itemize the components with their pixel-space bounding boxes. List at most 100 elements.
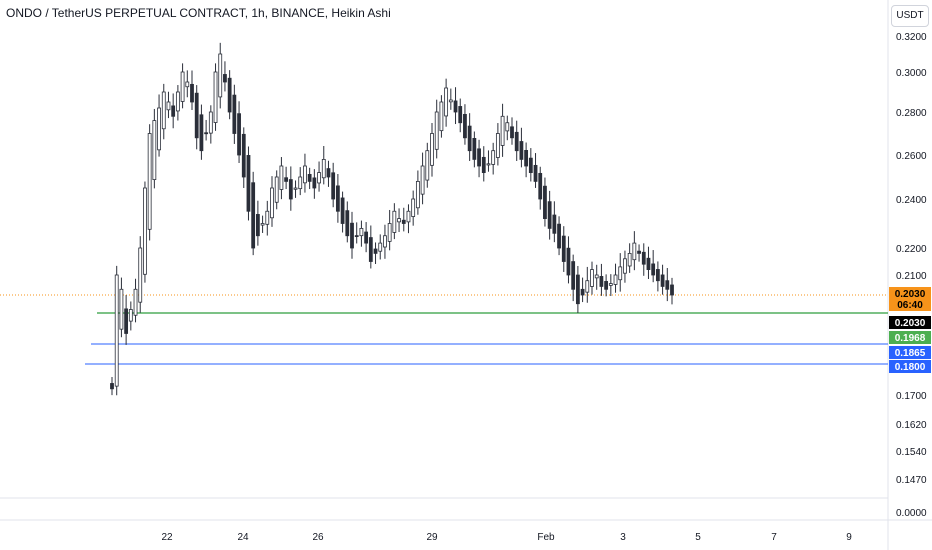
candle-body (411, 198, 416, 217)
candle-body (321, 158, 326, 179)
candle-body (566, 247, 571, 276)
candle-body (641, 251, 646, 265)
candle-body (303, 165, 307, 184)
candle-body (430, 133, 434, 166)
price-badge-green-text: 0.1968 (895, 333, 926, 344)
x-tick-label: 9 (846, 532, 852, 543)
candle-body (335, 185, 340, 212)
candle-body (312, 177, 317, 189)
current-price-badge-text: 0.2030 (895, 289, 926, 300)
candle-body (655, 269, 660, 282)
candle-body (180, 71, 185, 102)
current-price-badge (889, 287, 931, 311)
x-tick-label: Feb (537, 532, 555, 543)
candle-body (185, 81, 190, 88)
candle-body (453, 100, 458, 113)
candle-body (481, 156, 486, 173)
candle-body (307, 174, 312, 182)
candle-body (397, 218, 401, 223)
candle-body (491, 150, 496, 165)
candle-body (161, 91, 166, 130)
price-badge-blue-2 (889, 360, 931, 373)
candle-body (331, 172, 336, 200)
current-price-badge-text: 06:40 (897, 300, 923, 311)
y-tick-label: 0.1470 (896, 475, 927, 486)
candle-body (444, 87, 449, 117)
y-tick-label: 0.1540 (896, 447, 927, 458)
candle-body (505, 122, 510, 132)
candle-body (293, 187, 298, 190)
candle-body (223, 74, 227, 83)
candle-body (157, 107, 161, 151)
candle-body (133, 288, 138, 316)
candle-body (618, 266, 623, 281)
candle-body (260, 223, 265, 226)
candle-body (213, 71, 218, 123)
candle-body (350, 222, 354, 249)
candle-body (364, 231, 369, 244)
candle-body (627, 252, 632, 267)
candle-body (359, 227, 364, 237)
currency-unit-button[interactable]: USDT (891, 5, 929, 27)
candle-body (270, 187, 274, 219)
candle-body (448, 99, 453, 103)
candle-body (326, 168, 331, 178)
candle-body (138, 247, 143, 303)
candle-body (670, 284, 674, 296)
y-tick-label: 0.2400 (896, 195, 927, 206)
candle-body (458, 106, 463, 124)
candle-body (594, 274, 599, 279)
candle-body (152, 120, 157, 181)
candle-body (227, 77, 232, 113)
candle-body (288, 179, 293, 200)
candle-body (632, 242, 637, 261)
price-badge-blue-2-text: 0.1800 (895, 362, 926, 373)
candle-body (373, 248, 378, 254)
candle-body (241, 133, 246, 178)
y-tick-label: 0.3200 (896, 32, 927, 43)
candle-body (533, 164, 538, 182)
y-tick-label: 0.2600 (896, 151, 927, 162)
x-tick-label: 26 (312, 532, 324, 543)
candle-body (637, 250, 641, 254)
candle-body (613, 274, 618, 285)
x-tick-label: 5 (695, 532, 701, 543)
y-tick-label: 0.0000 (896, 508, 927, 519)
candle-body (237, 113, 241, 156)
candle-body (317, 172, 321, 184)
candle-body (175, 91, 180, 112)
y-tick-label: 0.2200 (896, 244, 927, 255)
candle-body (608, 283, 613, 286)
chart-title: ONDO / TetherUS PERPETUAL CONTRACT, 1h, … (6, 6, 391, 20)
candle-body (599, 276, 604, 287)
candle-body (585, 280, 590, 293)
candle-body (406, 210, 411, 223)
candle-body (218, 53, 223, 98)
candle-body (246, 155, 251, 212)
price-badge-blue-1 (889, 346, 931, 359)
candle-body (590, 269, 594, 287)
candle-body (434, 111, 439, 150)
candle-body (354, 235, 359, 238)
candle-body (345, 210, 350, 237)
candle-body (425, 150, 430, 181)
candle-body (401, 219, 406, 224)
price-badge-green (889, 331, 931, 344)
candle-body (528, 157, 533, 174)
candle-body (495, 133, 500, 158)
candle-body (383, 235, 387, 248)
candle-body (651, 263, 656, 276)
candle-body (119, 288, 124, 330)
candle-body (561, 235, 566, 262)
x-tick-label: 22 (161, 532, 173, 543)
candle-body (110, 383, 114, 390)
candle-body (171, 105, 176, 117)
candle-body (232, 94, 237, 134)
candle-body (190, 83, 194, 103)
candle-body (463, 113, 467, 139)
y-tick-label: 0.1620 (896, 420, 927, 431)
candle-body (543, 185, 547, 219)
y-tick-label: 0.1700 (896, 391, 927, 402)
candle-body (274, 176, 279, 203)
